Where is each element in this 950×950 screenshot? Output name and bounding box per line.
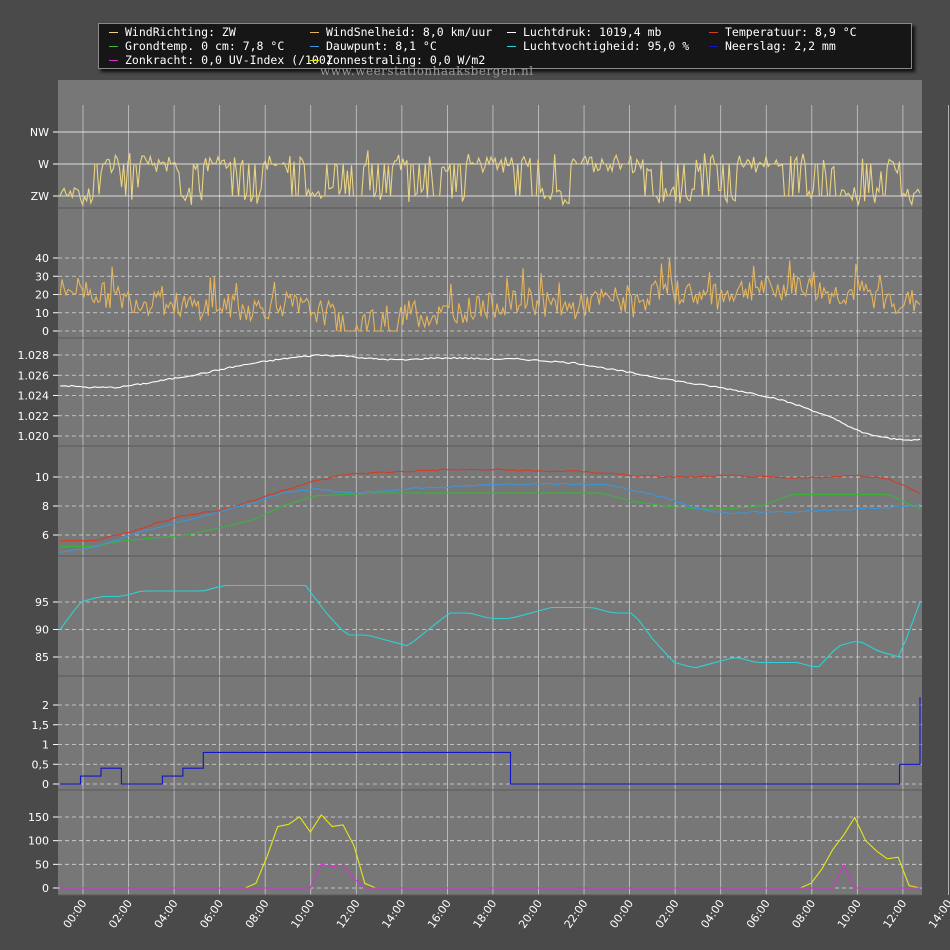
legend-swatch — [310, 32, 319, 33]
legend-swatch — [709, 46, 718, 47]
x-tick-label: 06:00 — [744, 897, 773, 930]
y-tick-label: 10 — [35, 471, 49, 484]
plot-area — [58, 80, 922, 895]
x-tick-label: 16:00 — [425, 897, 454, 930]
legend-label: Zonnestraling: 0,0 W/m2 — [326, 53, 486, 67]
x-tick-label: 02:00 — [653, 897, 682, 930]
panel-6: 0 0,5 1 1,5 2 — [32, 697, 922, 791]
y-tick-label: 0 — [42, 778, 49, 791]
legend-swatch — [109, 60, 118, 61]
legend-swatch — [310, 46, 319, 47]
legend-item-neerslag: Neerslag: 2,2 mm — [709, 40, 836, 53]
x-tick-label: 10:00 — [288, 897, 317, 930]
y-tick-label: 95 — [35, 596, 49, 609]
legend-label: Zonkracht: 0,0 UV-Index (/100) — [125, 53, 333, 67]
y-tick-label: 6 — [42, 529, 49, 542]
x-tick-label: 06:00 — [197, 897, 226, 930]
legend-label: Grondtemp. 0 cm: 7,8 °C — [125, 39, 285, 53]
y-tick-label: 1.022 — [18, 410, 50, 423]
legend-item-grondtemp: Grondtemp. 0 cm: 7,8 °C — [109, 40, 284, 53]
legend-swatch — [507, 46, 516, 47]
legend-swatch — [310, 60, 319, 61]
y-tick-label: 0,5 — [32, 758, 50, 771]
y-tick-label: 0 — [42, 325, 49, 338]
x-tick-label: 08:00 — [789, 897, 818, 930]
series-line-luchtdruk — [59, 354, 921, 441]
panel-7: 0 50 100 150 — [28, 811, 922, 896]
legend-label: Dauwpunt: 8,1 °C — [326, 39, 437, 53]
x-tick-label: 04:00 — [152, 897, 181, 930]
y-tick-label: 1.020 — [18, 430, 50, 443]
y-tick-label: 10 — [35, 307, 49, 320]
y-tick-label: 8 — [42, 500, 49, 513]
y-tick-label: 40 — [35, 252, 49, 265]
x-tick-label: 22:00 — [562, 897, 591, 930]
x-tick-label: 04:00 — [698, 897, 727, 930]
legend-swatch — [507, 32, 516, 33]
panel-3: 1.020 1.022 1.024 1.026 1.028 — [18, 349, 922, 447]
legend-label: WindRichting: ZW — [125, 25, 236, 39]
legend-item-windrichting: WindRichting: ZW — [109, 26, 236, 39]
y-tick-label: 0 — [42, 882, 49, 895]
x-tick-label: 00:00 — [607, 897, 636, 930]
y-tick-label: 20 — [35, 289, 49, 302]
y-tick-label: 100 — [28, 835, 49, 848]
legend-label: Luchtvochtigheid: 95,0 % — [523, 39, 690, 53]
y-tick-label: 1.028 — [18, 349, 50, 362]
series-line-windsnelheid — [59, 257, 921, 332]
legend-label: Luchtdruk: 1019,4 mb — [523, 25, 662, 39]
x-tick-label: 14:00 — [926, 897, 950, 930]
legend-label: Temperatuur: 8,9 °C — [725, 25, 857, 39]
panel-2: 0 10 20 30 40 — [35, 252, 922, 339]
y-tick-label: W — [38, 158, 49, 171]
y-tick-label: 1,5 — [32, 719, 50, 732]
series-line-temperatuur — [59, 468, 921, 542]
y-tick-label: ZW — [31, 190, 50, 203]
y-tick-label: 30 — [35, 270, 49, 283]
series-line-dauwpunt — [59, 482, 921, 554]
y-tick-label: NW — [30, 126, 49, 139]
y-tick-label: 90 — [35, 624, 49, 637]
watermark: www.weerstationhaaksbergen.nl — [320, 64, 534, 78]
legend-item-windsnelheid: WindSnelheid: 8,0 km/uur — [310, 26, 492, 39]
y-tick-label: 2 — [42, 699, 49, 712]
legend-item-dauwpunt: Dauwpunt: 8,1 °C — [310, 40, 437, 53]
panel-4: 6 8 10 — [35, 468, 922, 557]
legend-swatch — [709, 32, 718, 33]
panel-1: ZW W NW — [30, 126, 922, 209]
legend-item-temperatuur: Temperatuur: 8,9 °C — [709, 26, 857, 39]
series-line-grondtemp-0-cm — [60, 492, 921, 548]
x-gridlines — [82, 105, 949, 895]
y-tick-label: 1.026 — [18, 369, 50, 382]
x-tick-label: 18:00 — [471, 897, 500, 930]
x-tick-label: 12:00 — [881, 897, 910, 930]
y-tick-label: 85 — [35, 651, 49, 664]
legend-item-luchtvochtigheid: Luchtvochtigheid: 95,0 % — [507, 40, 689, 53]
y-tick-label: 50 — [35, 858, 49, 871]
x-tick-label: 08:00 — [243, 897, 272, 930]
legend-item-zonnestraling: Zonnestraling: 0,0 W/m2 — [310, 54, 485, 67]
legend-item-zonkracht: Zonkracht: 0,0 UV-Index (/100) — [109, 54, 333, 67]
x-tick-label: 20:00 — [516, 897, 545, 930]
legend-swatch — [109, 32, 118, 33]
series-line-windrichting — [59, 150, 921, 207]
series-line-luchtvochtigheid — [59, 584, 921, 669]
x-tick-label: 12:00 — [334, 897, 363, 930]
x-tick-label: 00:00 — [61, 897, 90, 930]
legend-swatch — [109, 46, 118, 47]
panel-5: 85 90 95 — [35, 584, 922, 677]
x-tick-label: 14:00 — [379, 897, 408, 930]
legend-item-luchtdruk: Luchtdruk: 1019,4 mb — [507, 26, 661, 39]
series-line-zonkracht — [60, 863, 920, 889]
legend: WindRichting: ZW WindSnelheid: 8,0 km/uu… — [98, 23, 912, 69]
y-tick-label: 1 — [42, 739, 49, 752]
legend-label: Neerslag: 2,2 mm — [725, 39, 836, 53]
series-line-neerslag — [60, 697, 921, 785]
x-tick-label: 02:00 — [106, 897, 135, 930]
legend-label: WindSnelheid: 8,0 km/uur — [326, 25, 493, 39]
y-tick-label: 150 — [28, 811, 49, 824]
x-tick-label: 10:00 — [835, 897, 864, 930]
y-tick-label: 1.024 — [18, 390, 50, 403]
